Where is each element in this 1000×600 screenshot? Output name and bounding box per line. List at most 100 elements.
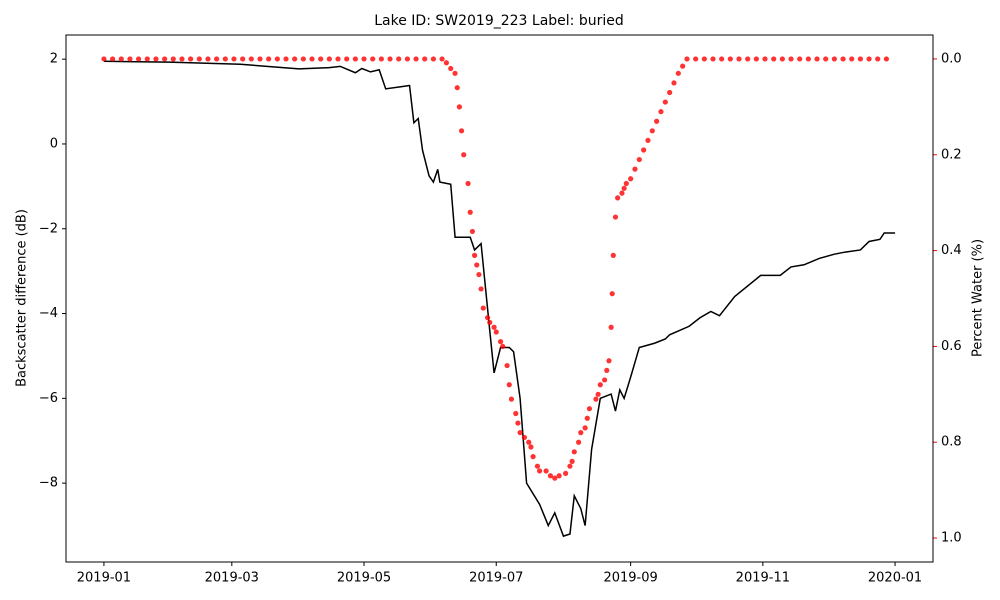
data-point [623,180,629,187]
data-point [136,56,142,62]
y2-axis-label: Percent Water (%) [971,239,986,357]
data-point [222,56,228,62]
data-point [654,118,660,124]
y2-tick-label: 0.8 [941,435,962,450]
data-point [144,56,150,62]
data-point [593,396,599,402]
y-tick-label: 2 [50,52,58,67]
data-point [231,56,237,62]
data-point [257,56,263,62]
x-tick-label: 2019-11 [736,571,790,586]
data-point [214,56,220,62]
data-point [318,56,324,62]
data-point [508,396,515,402]
data-point [170,56,176,62]
data-point [196,56,202,62]
chart-title: Lake ID: SW2019_223 Label: buried [374,13,624,29]
data-point [547,473,554,479]
data-point [866,56,872,62]
data-point [513,410,519,417]
data-point [762,56,768,62]
data-point [571,449,577,455]
data-point [586,406,593,412]
y2-tick-label: 0.2 [941,147,962,162]
data-point [771,56,777,62]
x-tick-label: 2019-03 [205,571,259,586]
data-point [248,56,254,62]
x-tick-label: 2019-07 [469,571,523,586]
data-point [396,56,402,62]
y-tick-label: −2 [39,221,58,236]
data-point [456,104,463,110]
data-point [471,252,478,258]
data-point [831,56,837,62]
data-point [604,367,610,373]
data-point [454,85,460,91]
y-tick-label: −8 [39,476,58,491]
data-point [680,63,686,69]
data-point [110,56,116,62]
data-point [675,70,681,76]
x-tick-label: 2020-01 [868,571,922,586]
data-point [335,56,341,62]
data-point [188,56,194,62]
data-point [727,56,733,62]
data-point [658,109,664,115]
data-point [649,128,655,134]
data-point [609,291,615,297]
data-point [162,56,168,62]
data-point [452,70,458,76]
data-point [515,420,521,426]
data-point [378,56,384,62]
data-point [823,56,829,62]
data-point [387,56,393,62]
data-point [127,56,133,62]
x-tick-label: 2019-09 [603,571,657,586]
data-point [101,56,107,62]
data-point [480,305,486,311]
data-point [205,56,211,62]
data-point [788,56,794,62]
data-point [283,56,289,62]
data-point [534,463,541,469]
data-point [528,444,534,450]
plot-frame [65,34,934,563]
data-point [595,391,601,397]
data-point [536,468,543,474]
data-point [361,56,367,62]
data-point [710,56,716,62]
data-point [543,468,549,474]
data-point [569,458,575,464]
data-point [430,56,436,62]
data-point [497,339,504,345]
data-point [576,439,582,445]
data-point [500,343,506,350]
y-axis-label: Backscatter difference (dB) [15,209,30,387]
y-tick-label: −6 [39,391,58,406]
y2-tick-label: 0.6 [941,339,962,354]
data-point [814,56,820,62]
data-point [797,56,803,62]
data-point [805,56,811,62]
y2-tick-label: 0.4 [941,243,962,258]
y-tick-label: 0 [50,136,58,151]
data-line [103,60,896,538]
data-point [621,185,627,191]
x-tick-label: 2019-05 [337,571,391,586]
x-tick-label: 2019-01 [77,571,131,586]
data-point [484,315,491,321]
data-point [875,56,881,62]
data-point [467,209,473,215]
y2-tick-label: 0.0 [941,51,962,66]
data-point [662,99,668,105]
data-point [641,147,647,153]
data-point [506,382,512,388]
data-point [606,358,612,364]
data-point [370,56,376,62]
data-point [458,128,465,134]
data-point [701,56,707,62]
data-point [667,89,673,96]
data-point [504,362,510,369]
data-point [240,56,246,62]
